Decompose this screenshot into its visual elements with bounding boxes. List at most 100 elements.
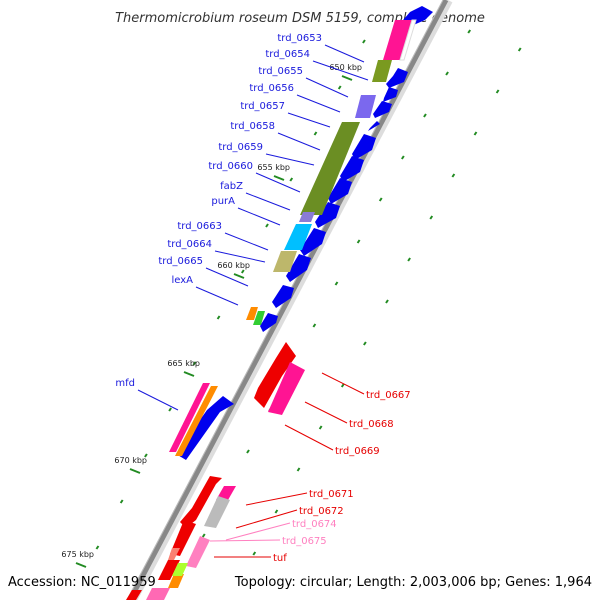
cds-feature[interactable] [383,87,398,102]
gene-label-reverse[interactable]: trd_0667 [366,390,411,401]
dotted-rings [95,29,522,556]
gene-label-forward[interactable]: mfd [115,378,135,389]
gene-label-forward[interactable]: trd_0653 [277,33,322,44]
gene-label-forward[interactable]: fabZ [220,181,243,192]
ring-dot [312,323,317,328]
gene-label-reverse[interactable]: trd_0668 [349,419,394,430]
gene-label-reverse[interactable]: tuf [273,553,287,564]
cds-feature[interactable] [272,285,294,308]
ring-dot [216,315,221,320]
gene-label-forward[interactable]: purA [211,196,235,207]
cog-bar [355,95,376,118]
cds-feature[interactable] [268,362,305,415]
cds-feature[interactable] [340,156,364,182]
ring-dot [337,85,342,90]
ring-dot [240,269,245,274]
ring-dot [467,29,472,34]
label-leader-line [245,192,291,211]
reverse-gene-labels: trd_0667 trd_0668 trd_0669 trd_0671 trd_0672… [209,372,411,564]
cds-feature[interactable] [315,202,340,228]
cds-feature[interactable] [352,134,376,160]
label-leader-line [321,372,365,395]
cds-feature[interactable] [386,68,408,88]
ring-dot [362,39,366,44]
tick-label: 670 kbp [114,456,147,465]
gene-label-reverse[interactable]: trd_0672 [299,506,344,517]
tick-label: 650 kbp [329,63,362,72]
ring-dot [192,361,197,366]
tick-mark [273,175,285,181]
ring-dot [296,467,301,472]
forward-strand-genes [169,6,433,460]
cds-feature[interactable] [126,590,142,600]
cds-feature[interactable] [158,560,180,580]
cog-bar [175,386,218,456]
cog-bar [383,20,412,60]
gene-label-forward[interactable]: trd_0654 [265,49,310,60]
gene-label-forward[interactable]: trd_0659 [218,142,263,153]
gene-label-forward[interactable]: trd_0658 [230,121,275,132]
cog-bar [273,251,297,272]
map-title: Thermomicrobium roseum DSM 5159, complet… [115,11,485,26]
cog-bar [284,224,312,250]
cds-feature[interactable] [254,342,296,408]
cds-feature[interactable] [186,536,210,568]
cds-feature[interactable] [328,178,352,204]
forward-gene-labels: trd_0653 trd_0654 trd_0655 trd_0656 trd_0657… [115,33,369,411]
gene-label-forward[interactable]: trd_0657 [240,101,285,112]
cog-bar [399,19,417,61]
ring-dot [429,215,434,220]
label-leader-line [245,492,308,506]
cds-feature[interactable] [368,121,380,131]
cds-feature[interactable] [373,101,392,118]
cds-feature[interactable] [286,254,311,282]
tick-mark [233,273,245,279]
cds-feature[interactable] [172,563,188,576]
ring-dot [451,173,456,178]
gene-label-forward[interactable]: trd_0664 [167,239,212,250]
label-leader-line [277,132,321,151]
cog-bar [299,212,315,222]
label-leader-line [235,509,298,529]
label-leader-line [137,389,179,411]
cds-feature[interactable] [260,313,278,332]
cog-bar [169,383,210,452]
gene-label-forward[interactable]: trd_0663 [177,221,222,232]
cds-feature[interactable] [168,574,184,588]
gene-label-reverse[interactable]: trd_0669 [335,446,380,457]
gene-label-forward[interactable]: lexA [171,275,193,286]
tick-mark [129,468,141,474]
cds-feature[interactable] [168,548,180,560]
label-leader-line [287,112,331,128]
ring-dot [378,197,383,202]
tick-label: 675 kbp [61,550,94,559]
gene-label-forward[interactable]: trd_0660 [208,161,253,172]
ring-dot [274,509,279,514]
gene-label-forward[interactable]: trd_0665 [158,256,203,267]
tick-label: 655 kbp [257,163,290,172]
cog-bar [372,60,392,82]
cds-feature[interactable] [180,476,222,528]
gene-label-reverse[interactable]: trd_0675 [282,536,327,547]
gene-label-reverse[interactable]: trd_0671 [309,489,354,500]
cds-feature[interactable] [170,520,196,556]
cds-feature[interactable] [204,496,230,528]
cds-feature[interactable] [176,396,234,460]
reverse-strand-genes [126,342,305,600]
forward-cds-track [176,6,433,460]
gene-label-forward[interactable]: trd_0656 [249,83,294,94]
ring-dot [252,551,257,556]
cds-feature[interactable] [146,588,170,600]
label-leader-line [324,44,365,63]
ring-dot [265,223,269,228]
cog-bar [246,307,258,320]
ring-dot [445,71,449,76]
tick-mark [183,371,195,377]
cds-feature[interactable] [300,228,326,256]
label-leader-line [214,250,266,263]
cds-feature[interactable] [216,486,236,500]
gene-label-forward[interactable]: trd_0655 [258,66,303,77]
gene-label-reverse[interactable]: trd_0674 [292,519,337,530]
